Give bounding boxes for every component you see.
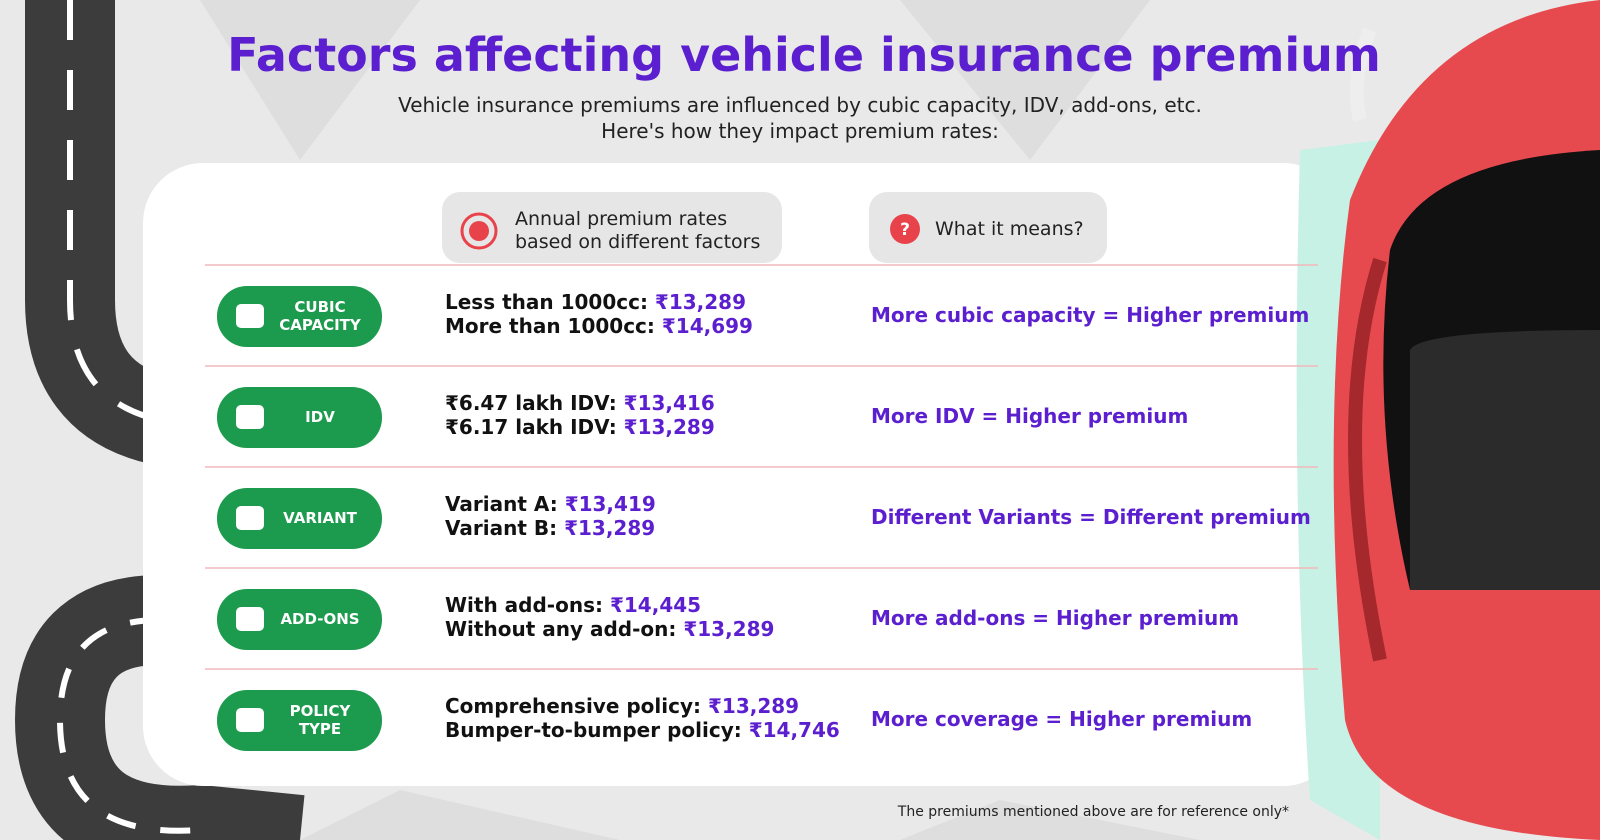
factor-label: ADD-ONS: [270, 610, 370, 628]
rate-line: ₹6.17 lakh IDV: ₹13,289: [445, 415, 715, 439]
rate-label: Less than 1000cc:: [445, 290, 648, 314]
meaning-text: More IDV = Higher premium: [871, 404, 1189, 428]
rate-amount: ₹14,445: [609, 593, 702, 617]
rate-amount: ₹13,289: [623, 415, 715, 439]
rate-line: Without any add-on: ₹13,289: [445, 617, 774, 641]
rate-line: Variant B: ₹13,289: [445, 516, 655, 540]
factor-label: VARIANT: [270, 509, 370, 527]
meaning: More add-ons = Higher premium: [871, 606, 1239, 630]
decoration: [236, 304, 264, 328]
rate-label: Variant A:: [445, 492, 558, 516]
meaning: More cubic capacity = Higher premium: [871, 303, 1309, 327]
meaning: Different Variants = Different premium: [871, 505, 1311, 529]
rate-label: Bumper-to-bumper policy:: [445, 718, 742, 742]
rate-amount: ₹13,416: [623, 391, 715, 415]
decoration: [236, 708, 264, 732]
header: Annual premium rates: [515, 208, 728, 230]
factor-text: CUBIC: [294, 298, 346, 316]
rate-label: ₹6.17 lakh IDV:: [445, 415, 617, 439]
meaning: More IDV = Higher premium: [871, 404, 1188, 428]
rate-line: Comprehensive policy: ₹13,289: [445, 694, 799, 718]
factor-text: TYPE: [298, 720, 342, 738]
rate-label: ₹6.47 lakh IDV:: [445, 391, 617, 415]
header: What it means?: [935, 218, 1084, 240]
meaning-text: Different Variants = Different premium: [871, 505, 1311, 529]
rate-line: Less than 1000cc: ₹13,289: [445, 290, 746, 314]
factor-label: IDV: [270, 408, 370, 426]
meaning: More coverage = Higher premium: [871, 707, 1252, 731]
factor-label: CUBIC CAPACITY: [270, 298, 370, 334]
factor-text: ADD-ONS: [280, 610, 360, 628]
header: based on different factors: [515, 231, 761, 253]
rate-amount: ₹14,699: [661, 314, 753, 338]
meaning-text: More cubic capacity = Higher premium: [871, 303, 1310, 327]
rate-amount: ₹13,289: [564, 516, 656, 540]
factor-text: POLICY: [289, 702, 351, 720]
rate-line: More than 1000cc: ₹14,699: [445, 314, 753, 338]
decoration: [236, 506, 264, 530]
rate-amount: ₹13,289: [654, 290, 747, 314]
svg-text:?: ?: [900, 220, 910, 240]
rate-amount: ₹13,289: [708, 694, 800, 718]
rate-line: With add-ons: ₹14,445: [445, 593, 701, 617]
factor-label: POLICY TYPE: [270, 702, 370, 738]
meaning-text: More coverage = Higher premium: [871, 707, 1253, 731]
decoration: [217, 690, 382, 751]
decoration: [236, 607, 264, 631]
decoration: [217, 589, 382, 650]
meaning-text: More add-ons = Higher premium: [871, 606, 1240, 630]
rate-label: Variant B:: [445, 516, 558, 540]
factor-text: IDV: [305, 408, 335, 426]
rate-amount: ₹14,746: [748, 718, 840, 742]
decoration: [217, 286, 382, 347]
rate-amount: ₹13,289: [683, 617, 775, 641]
factor-text: VARIANT: [283, 509, 357, 527]
rate-label: Comprehensive policy:: [445, 694, 702, 718]
rate-line: ₹6.47 lakh IDV: ₹13,416: [445, 391, 715, 415]
rate-label: Without any add-on:: [445, 617, 677, 641]
rate-amount: ₹13,419: [564, 492, 656, 516]
factor-text: CAPACITY: [279, 316, 361, 334]
rate-line: Bumper-to-bumper policy: ₹14,746: [445, 718, 840, 742]
rate-label: With add-ons:: [445, 593, 603, 617]
decoration: [217, 387, 382, 448]
title: Factors affecting vehicle insurance prem…: [227, 28, 1381, 82]
decoration: [236, 405, 264, 429]
subtitle: Vehicle insurance premiums are influence…: [398, 93, 1202, 117]
subtitle: Here's how they impact premium rates:: [601, 119, 999, 143]
rate-label: More than 1000cc:: [445, 314, 655, 338]
decoration: [217, 488, 382, 549]
footnote: The premiums mentioned above are for ref…: [897, 804, 1289, 820]
rate-line: Variant A: ₹13,419: [445, 492, 656, 516]
